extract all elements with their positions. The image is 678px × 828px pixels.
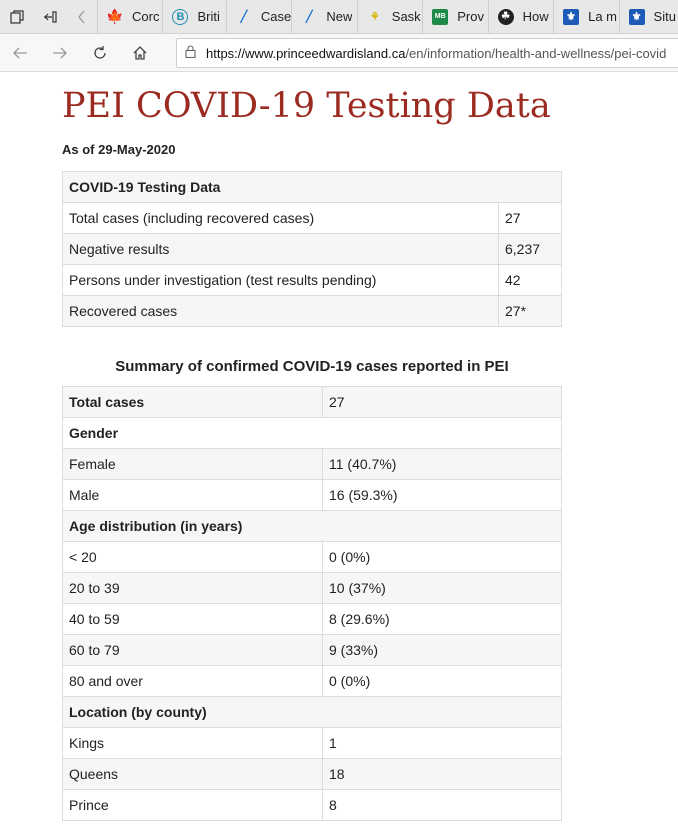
summary-caption: Summary of confirmed COVID-19 cases repo… bbox=[115, 358, 509, 375]
row-label: < 20 bbox=[62, 541, 323, 573]
table-row: Kings 1 bbox=[62, 727, 562, 759]
row-label: Male bbox=[62, 479, 323, 511]
row-value: 9 (33%) bbox=[322, 634, 562, 666]
testing-data-table: COVID-19 Testing Data Total cases (inclu… bbox=[62, 171, 562, 327]
url-path: /en/information/health-and-wellness/pei-… bbox=[405, 45, 667, 61]
table-header-row: COVID-19 Testing Data bbox=[62, 171, 562, 203]
table-row: Male 16 (59.3%) bbox=[62, 479, 562, 511]
set-tabs-aside-icon[interactable] bbox=[34, 0, 68, 34]
row-value: 0 (0%) bbox=[322, 541, 562, 573]
row-label: Queens bbox=[62, 758, 323, 790]
table-row: < 20 0 (0%) bbox=[62, 541, 562, 573]
forward-arrow-icon[interactable] bbox=[40, 34, 80, 72]
scroll-tabs-left-icon[interactable] bbox=[67, 0, 97, 34]
refresh-icon[interactable] bbox=[80, 34, 120, 72]
tab-8[interactable]: ⚜ Situ bbox=[618, 0, 678, 34]
row-label: Female bbox=[62, 448, 323, 480]
row-label: 60 to 79 bbox=[62, 634, 323, 666]
tab-strip: 🍁 Corc B Briti ╱ Case ╱ New ⚘ Sask MB Pr… bbox=[0, 0, 678, 34]
row-label: 80 and over bbox=[62, 665, 323, 697]
tab-5[interactable]: MB Prov bbox=[422, 0, 487, 34]
row-label: Persons under investigation (test result… bbox=[62, 264, 499, 296]
tab-label: Situ bbox=[653, 9, 676, 24]
row-label: Prince bbox=[62, 789, 323, 821]
row-value: 1 bbox=[322, 727, 562, 759]
tab-label: Case bbox=[260, 9, 292, 24]
row-label: 20 to 39 bbox=[62, 572, 323, 604]
tab-6[interactable]: ☘ How bbox=[487, 0, 553, 34]
row-value: 10 (37%) bbox=[322, 572, 562, 604]
location-heading: Location (by county) bbox=[62, 696, 562, 728]
table-row: Total cases (including recovered cases) … bbox=[62, 202, 562, 234]
section-heading-row: Gender bbox=[62, 417, 562, 449]
tab-actions-icon[interactable] bbox=[0, 0, 34, 34]
alberta-icon: ╱ bbox=[240, 11, 248, 23]
ontario-trillium-icon: ☘ bbox=[497, 8, 514, 25]
table-row: 80 and over 0 (0%) bbox=[62, 665, 562, 697]
tab-label: Sask bbox=[391, 9, 421, 24]
tab-4[interactable]: ⚘ Sask bbox=[356, 0, 422, 34]
tab-1[interactable]: B Briti bbox=[162, 0, 225, 34]
total-cases-label: Total cases bbox=[62, 386, 323, 418]
lock-icon bbox=[185, 45, 196, 61]
table-row: Recovered cases 27* bbox=[62, 295, 562, 327]
tab-0[interactable]: 🍁 Corc bbox=[97, 0, 162, 34]
table-row: Negative results 6,237 bbox=[62, 233, 562, 265]
section-heading-row: Age distribution (in years) bbox=[62, 510, 562, 542]
table-header: COVID-19 Testing Data bbox=[62, 171, 562, 203]
as-of-date: As of 29-May-2020 bbox=[62, 142, 176, 157]
navigation-bar: https://www.princeedwardisland.ca/en/inf… bbox=[0, 34, 678, 72]
tab-label: New bbox=[326, 9, 353, 24]
row-value: 8 (29.6%) bbox=[322, 603, 562, 635]
wheat-icon: ⚘ bbox=[369, 11, 380, 23]
row-value: 16 (59.3%) bbox=[322, 479, 562, 511]
maple-leaf-icon: 🍁 bbox=[106, 8, 124, 24]
bc-shield-icon: B bbox=[172, 8, 189, 25]
tab-2[interactable]: ╱ Case bbox=[225, 0, 292, 34]
alberta-icon: ╱ bbox=[306, 11, 313, 23]
section-heading-row: Location (by county) bbox=[62, 696, 562, 728]
row-value: 18 bbox=[322, 758, 562, 790]
page-title: PEI COVID-19 Testing Data bbox=[62, 86, 551, 126]
row-value: 0 (0%) bbox=[322, 665, 562, 697]
row-label: Recovered cases bbox=[62, 295, 499, 327]
table-row: 60 to 79 9 (33%) bbox=[62, 634, 562, 666]
age-heading: Age distribution (in years) bbox=[62, 510, 562, 542]
table-row: Prince 8 bbox=[62, 789, 562, 821]
tab-label: La m bbox=[588, 9, 617, 24]
gender-heading: Gender bbox=[62, 417, 562, 449]
tab-3[interactable]: ╱ New bbox=[291, 0, 356, 34]
tab-label: Briti bbox=[197, 9, 220, 24]
address-bar[interactable]: https://www.princeedwardisland.ca/en/inf… bbox=[176, 38, 678, 68]
row-label: Kings bbox=[62, 727, 323, 759]
row-value: 42 bbox=[498, 264, 562, 296]
row-value: 27 bbox=[498, 202, 562, 234]
quebec-fleur-de-lis-icon: ⚜ bbox=[563, 8, 580, 25]
quebec-fleur-de-lis-icon: ⚜ bbox=[628, 8, 645, 25]
table-row: Female 11 (40.7%) bbox=[62, 448, 562, 480]
home-icon[interactable] bbox=[120, 34, 160, 72]
table-row: 20 to 39 10 (37%) bbox=[62, 572, 562, 604]
total-cases-value: 27 bbox=[322, 386, 562, 418]
row-value: 27* bbox=[498, 295, 562, 327]
row-value: 6,237 bbox=[498, 233, 562, 265]
table-row: Queens 18 bbox=[62, 758, 562, 790]
back-arrow-icon[interactable] bbox=[0, 34, 40, 72]
manitoba-icon: MB bbox=[432, 8, 449, 25]
row-label: Negative results bbox=[62, 233, 499, 265]
table-row: Total cases 27 bbox=[62, 386, 562, 418]
row-label: 40 to 59 bbox=[62, 603, 323, 635]
table-row: Persons under investigation (test result… bbox=[62, 264, 562, 296]
url-host: https://www.princeedwardisland.ca bbox=[206, 45, 406, 61]
row-label: Total cases (including recovered cases) bbox=[62, 202, 499, 234]
summary-table: Total cases 27 Gender Female 11 (40.7%) … bbox=[62, 386, 562, 821]
tab-label: How bbox=[522, 9, 549, 24]
tab-label: Prov bbox=[457, 9, 484, 24]
row-value: 8 bbox=[322, 789, 562, 821]
tab-label: Corc bbox=[132, 9, 160, 24]
tab-7[interactable]: ⚜ La m bbox=[553, 0, 618, 34]
table-row: 40 to 59 8 (29.6%) bbox=[62, 603, 562, 635]
row-value: 11 (40.7%) bbox=[322, 448, 562, 480]
